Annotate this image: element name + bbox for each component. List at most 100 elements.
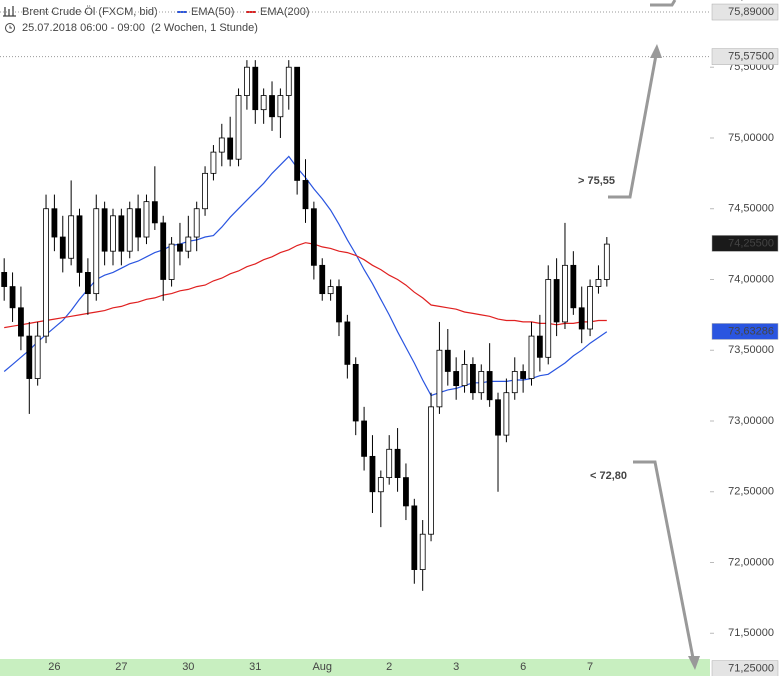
price-label: 75,89000 — [728, 6, 774, 18]
candle-body — [603, 243, 610, 280]
candle-body — [43, 208, 49, 337]
arrows — [608, 0, 700, 670]
clock-hand — [9, 25, 12, 29]
candle-body — [595, 279, 602, 287]
x-tick-label: 2 — [386, 661, 392, 673]
candle-body — [319, 264, 326, 295]
candle-body — [68, 215, 75, 259]
price-box — [711, 48, 779, 65]
candle-body — [436, 349, 443, 408]
candle-body — [377, 477, 384, 493]
chart-subtitle: 25.07.2018 06:00 - 09:00 (2 Wochen, 1 St… — [22, 22, 258, 34]
candle-body — [394, 448, 401, 479]
candle-body — [478, 371, 485, 394]
candle-body — [327, 286, 334, 295]
candle-body — [520, 371, 527, 379]
arrow-down — [633, 460, 695, 659]
candle-body — [495, 399, 501, 436]
candle-body — [185, 236, 192, 252]
arrow-head — [688, 656, 700, 670]
candle-body — [453, 371, 460, 387]
candle-body — [1, 272, 8, 287]
candle-body — [177, 243, 183, 252]
x-tick-label: 30 — [182, 661, 194, 673]
price-box — [711, 323, 779, 340]
x-tick-label: 6 — [520, 661, 526, 673]
ema-line — [4, 242, 607, 329]
candle-body — [34, 335, 41, 379]
candle-body — [126, 208, 133, 252]
price-box — [711, 660, 779, 676]
legend-entry: EMA(50) — [191, 6, 234, 18]
candle-body — [168, 243, 175, 280]
candle-body — [76, 215, 83, 273]
x-tick-label: 3 — [453, 661, 459, 673]
candle-body — [160, 222, 167, 280]
candle-body — [386, 448, 393, 479]
candle-body — [470, 363, 476, 394]
chart-icon — [3, 6, 16, 17]
x-tick-label: 31 — [249, 661, 261, 673]
arrow-up — [608, 54, 658, 199]
arrow-top — [650, 0, 677, 7]
candle-body — [503, 392, 510, 436]
y-tick-label: 72,50000 — [728, 486, 774, 498]
y-tick-label: 73,50000 — [728, 344, 774, 356]
candle-body — [84, 272, 91, 295]
candle-body — [26, 335, 33, 379]
arrow-head — [650, 44, 662, 58]
legend-entry: EMA(200) — [260, 6, 310, 18]
candle-body — [101, 208, 108, 252]
candle-body — [562, 264, 568, 323]
candle-body — [193, 208, 200, 238]
y-tick-label: 74,50000 — [728, 203, 774, 215]
candle-body — [444, 349, 451, 372]
candle-body — [269, 95, 275, 118]
candle-body — [578, 307, 585, 330]
candle-body — [252, 66, 259, 111]
candle-body — [536, 335, 543, 358]
x-tick-label: 7 — [587, 661, 593, 673]
candle-body — [51, 208, 58, 238]
x-tick-label: 26 — [48, 661, 60, 673]
y-tick-label: 75,00000 — [728, 132, 774, 144]
candle-body — [151, 201, 158, 224]
price-box — [711, 235, 779, 252]
candle-body — [553, 279, 560, 323]
candle-body — [143, 201, 150, 238]
candle-body — [403, 477, 409, 507]
price-label: 71,25000 — [728, 663, 774, 675]
candle-body — [210, 151, 217, 174]
candle-body — [235, 95, 242, 160]
candle-body — [277, 95, 284, 118]
candle-body — [285, 66, 292, 96]
candle-body — [59, 236, 66, 259]
candle-body — [18, 307, 24, 337]
candle-body — [369, 455, 376, 493]
candle-body — [244, 66, 250, 96]
y-tick-label: 73,00000 — [728, 415, 774, 427]
y-tick-label: 72,00000 — [728, 556, 774, 568]
annotation: < 72,80 — [590, 470, 627, 482]
candle-body — [419, 533, 426, 570]
candle-body — [528, 335, 535, 379]
candle-body — [93, 208, 100, 295]
candle-body — [260, 95, 267, 111]
candle-body — [486, 371, 493, 401]
candle-body — [587, 286, 593, 330]
candle-body — [227, 137, 234, 160]
x-axis-band — [0, 659, 710, 676]
candle-body — [310, 208, 317, 266]
chart-title: Brent Crude Öl (FXCM, bid) — [22, 6, 158, 18]
candle-body — [336, 286, 342, 323]
candle-body — [461, 363, 468, 387]
x-tick-label: 27 — [115, 661, 127, 673]
candle-body — [545, 279, 552, 358]
candle-body — [9, 286, 16, 309]
candle-body — [344, 321, 351, 365]
candle-body — [411, 505, 418, 570]
candle-body — [202, 172, 208, 210]
candle-body — [110, 215, 116, 252]
candle-body — [511, 371, 518, 394]
